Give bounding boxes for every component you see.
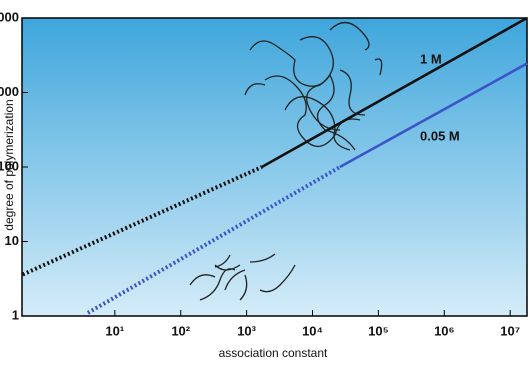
line-segment <box>261 16 528 169</box>
x-tick-label: 10² <box>171 323 190 338</box>
y-tick-label: 10 <box>5 233 19 248</box>
x-tick-label: 10⁶ <box>434 323 454 338</box>
y-axis-label: degree of polymerization <box>2 99 16 230</box>
x-tick-label: 10⁷ <box>500 323 520 338</box>
x-axis-label: association constant <box>219 346 328 360</box>
y-tick-label: 100 <box>0 158 19 173</box>
series-label: 1 M <box>420 51 442 66</box>
x-tick-label: 10⁵ <box>368 323 389 338</box>
x-tick-label: 10⁴ <box>302 323 323 338</box>
x-tick-label: 10¹ <box>105 323 124 338</box>
y-tick-label: 1 <box>12 307 19 322</box>
polymer-short <box>189 253 296 301</box>
series-label: 0.05 M <box>420 128 460 143</box>
x-tick-label: 10³ <box>237 323 256 338</box>
line-segment <box>21 165 263 277</box>
line-segment <box>339 62 528 169</box>
plot-area <box>21 17 528 317</box>
polymer-coil <box>244 21 383 151</box>
line-segment <box>86 165 341 315</box>
